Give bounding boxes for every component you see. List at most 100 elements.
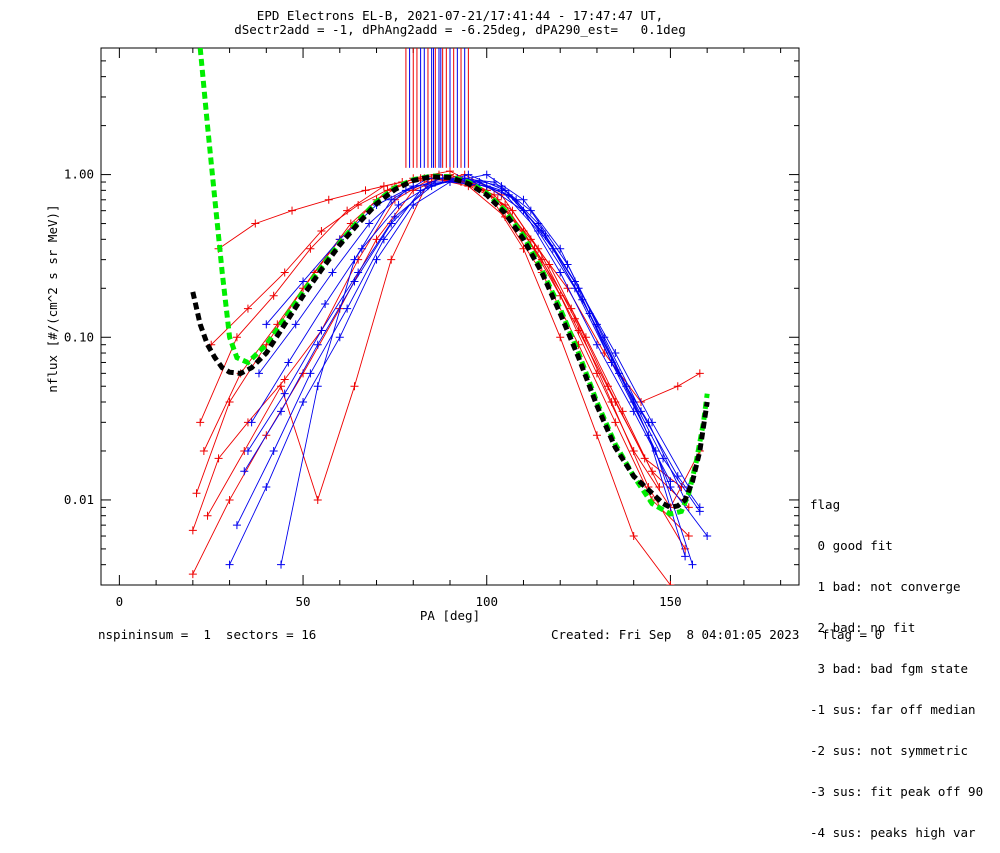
data-point-blue xyxy=(648,418,657,427)
legend-title: flag xyxy=(810,497,841,512)
axis-labels: 0 50 100 150 0.01 0.10 1.00 PA [deg] nflux [#/(c… xyxy=(45,167,682,623)
data-point-red xyxy=(280,268,289,277)
data-point-blue xyxy=(611,349,620,358)
data-point-blue xyxy=(409,201,418,210)
chart-title-line-1: EPD Electrons EL-B, 2021-07-21/17:41:44 … xyxy=(256,8,664,23)
data-point-red xyxy=(379,182,388,191)
data-point-blue xyxy=(501,186,510,195)
data-point-red xyxy=(214,454,223,463)
chart-plot: 0 50 100 150 0.01 0.10 1.00 PA [deg] nflux [#/(c… xyxy=(45,47,800,623)
plot-data-area xyxy=(188,48,712,585)
legend-item: -4 sus: peaks high var xyxy=(810,825,976,840)
data-point-blue xyxy=(394,201,403,210)
data-point-blue xyxy=(614,369,623,378)
data-point-blue xyxy=(695,507,704,516)
data-point-blue xyxy=(225,560,234,569)
data-point-red xyxy=(666,581,675,585)
legend-item: 1 bad: not converge xyxy=(810,579,961,594)
data-point-blue xyxy=(482,170,491,179)
flag-legend: flag 0 good fit 1 bad: not converge 2 ba… xyxy=(810,470,983,853)
data-point-blue xyxy=(321,300,330,309)
data-point-blue xyxy=(637,407,646,416)
data-point-blue xyxy=(313,382,322,391)
footer-created-info: Created: Fri Sep 8 04:01:05 2023 flag = … xyxy=(551,627,883,642)
y-tick-label: 0.01 xyxy=(64,492,94,507)
data-point-red xyxy=(306,244,315,253)
data-point-red xyxy=(534,244,543,253)
data-point-blue xyxy=(387,219,396,228)
x-tick-label: 0 xyxy=(116,594,124,609)
data-point-red xyxy=(361,186,370,195)
y-tick-label: 0.10 xyxy=(64,329,94,344)
data-point-blue xyxy=(390,212,399,221)
series-line-red xyxy=(218,174,660,488)
data-point-red xyxy=(225,495,234,504)
data-point-red xyxy=(313,495,322,504)
data-point-red xyxy=(188,526,197,535)
data-point-blue xyxy=(232,521,241,530)
data-point-blue xyxy=(306,369,315,378)
data-point-blue xyxy=(277,407,286,416)
data-point-blue xyxy=(299,277,308,286)
data-point-blue xyxy=(284,358,293,367)
data-point-red xyxy=(592,369,601,378)
data-point-red xyxy=(618,407,627,416)
data-point-blue xyxy=(607,358,616,367)
data-point-red xyxy=(343,206,352,215)
fit-curve-black xyxy=(190,174,710,511)
data-point-red xyxy=(570,314,579,323)
data-point-blue xyxy=(563,260,572,269)
data-point-red xyxy=(673,382,682,391)
data-point-blue xyxy=(681,552,690,561)
data-point-red xyxy=(288,206,297,215)
data-point-red xyxy=(269,291,278,300)
legend-item: 0 good fit xyxy=(810,538,893,553)
series-line-blue xyxy=(229,174,708,565)
chart-title-line-2: dSectr2add = -1, dPhAng2add = -6.25deg, … xyxy=(234,22,686,37)
data-point-red xyxy=(655,483,664,492)
data-point-red xyxy=(695,369,704,378)
data-point-blue xyxy=(335,333,344,342)
data-point-blue xyxy=(254,369,263,378)
x-tick-label: 150 xyxy=(659,594,682,609)
data-point-blue xyxy=(262,320,271,329)
data-point-red xyxy=(603,382,612,391)
data-point-red xyxy=(684,532,693,541)
data-point-blue xyxy=(243,446,252,455)
data-point-red xyxy=(188,570,197,579)
data-point-blue xyxy=(556,244,565,253)
data-point-blue xyxy=(262,483,271,492)
data-point-blue xyxy=(354,268,363,277)
data-point-red xyxy=(387,255,396,264)
legend-item: -3 sus: fit peak off 90 xyxy=(810,784,984,799)
x-tick-label: 100 xyxy=(475,594,498,609)
data-point-red xyxy=(629,532,638,541)
data-point-blue xyxy=(574,284,583,293)
data-point-red xyxy=(607,397,616,406)
footer-spin-info: nspininsum = 1 sectors = 16 xyxy=(98,627,317,642)
data-point-red xyxy=(324,195,333,204)
series-line-blue xyxy=(236,177,701,526)
data-point-red xyxy=(611,418,620,427)
data-point-red xyxy=(192,489,201,498)
legend-item: 2 bad: no fit xyxy=(810,620,916,635)
data-point-blue xyxy=(328,268,337,277)
data-point-red xyxy=(592,431,601,440)
data-point-blue xyxy=(688,560,697,569)
data-point-red xyxy=(203,511,212,520)
data-point-blue xyxy=(299,397,308,406)
data-point-blue xyxy=(247,418,256,427)
data-point-blue xyxy=(291,320,300,329)
series-line-blue xyxy=(280,177,686,565)
data-point-red xyxy=(640,454,649,463)
data-point-blue xyxy=(280,389,289,398)
data-point-blue xyxy=(427,182,436,191)
series-line-red xyxy=(192,174,671,585)
data-point-red xyxy=(372,235,381,244)
data-point-blue xyxy=(537,227,546,236)
legend-item: 3 bad: bad fgm state xyxy=(810,661,969,676)
data-point-red xyxy=(243,304,252,313)
data-point-blue xyxy=(592,340,601,349)
data-point-blue xyxy=(556,268,565,277)
y-axis-label: nflux [#/(cm^2 s sr MeV)] xyxy=(45,204,60,392)
